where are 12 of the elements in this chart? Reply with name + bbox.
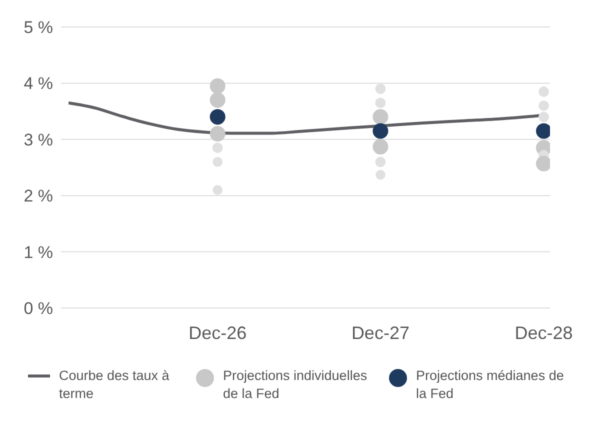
legend-label: Projections individuelles de la Fed bbox=[223, 367, 368, 403]
y-tick-label: 5 % bbox=[24, 18, 53, 38]
y-tick-label: 3 % bbox=[24, 130, 53, 150]
x-tick-label: Dec-28 bbox=[514, 322, 573, 343]
y-tick-label: 1 % bbox=[24, 242, 53, 262]
legend-label: Projections médianes de la Fed bbox=[416, 367, 565, 403]
y-tick-label: 2 % bbox=[24, 186, 53, 206]
x-tick-label: Dec-26 bbox=[188, 322, 247, 343]
y-tick-label: 4 % bbox=[24, 74, 53, 94]
legend-label: Courbe des taux à terme bbox=[59, 367, 170, 403]
x-tick-label: Dec-27 bbox=[351, 322, 410, 343]
y-tick-label: 0 % bbox=[24, 299, 53, 318]
